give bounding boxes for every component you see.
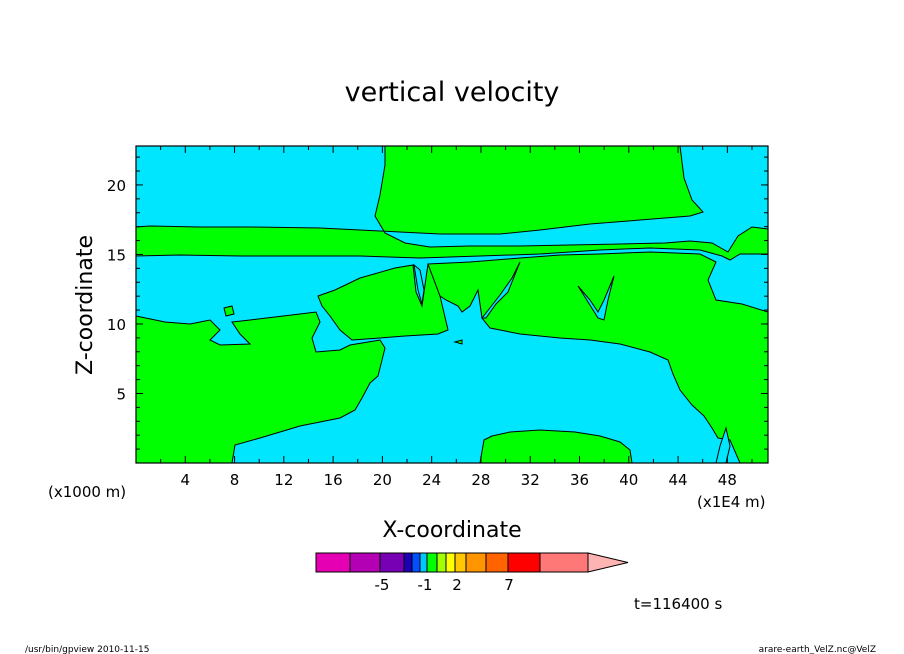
colorbar-cell: [426, 552, 438, 573]
x-axis-title: X-coordinate: [382, 518, 521, 543]
x-tick-label: 12: [274, 471, 293, 489]
x-tick-label: 24: [422, 471, 441, 489]
small-island-left: [223, 305, 235, 317]
middle-right-region: [427, 251, 769, 464]
colorbar-label: 2: [452, 576, 462, 594]
small-island-center: [453, 339, 463, 345]
plot-frame: [135, 145, 769, 464]
colorbar-cell: [507, 552, 541, 573]
x-tick-label: 36: [570, 471, 589, 489]
footer-right: arare-earth_VelZ.nc@VelZ: [759, 645, 876, 654]
colorbar-cell: [445, 552, 456, 573]
lower-left-region: [135, 311, 386, 464]
y-tick-label: 5: [116, 385, 126, 403]
colorbar-cell: [454, 552, 467, 573]
negative-velocity-pockets: [413, 261, 731, 464]
time-label: t=116400 s: [634, 595, 722, 613]
colorbar-cell: [539, 552, 589, 573]
bottom-middle-region: [479, 429, 633, 464]
footer-left: /usr/bin/gpview 2010-11-15: [25, 645, 149, 654]
x-unit-right-label: (x1E4 m): [697, 493, 766, 511]
pocket-1: [480, 261, 521, 319]
y-axis-title: Z-coordinate: [73, 235, 98, 375]
colorbar-cell: [485, 552, 509, 573]
plot-area: [135, 145, 769, 464]
x-tick-label: 48: [718, 471, 737, 489]
colorbar-cell: [465, 552, 487, 573]
colorbar-end-arrow: [587, 552, 629, 573]
x-tick-label: 32: [521, 471, 540, 489]
colorbar-label: 7: [504, 576, 514, 594]
colorbar-cell: [349, 552, 381, 573]
pocket-3: [413, 263, 425, 305]
x-tick-label: 44: [669, 471, 688, 489]
colorbar-labels: -5 -1 2 7: [375, 576, 514, 594]
colorbar-cell: [411, 552, 421, 573]
y-tick-label: 20: [107, 177, 126, 195]
x-tick-label: 8: [230, 471, 240, 489]
colorbar-cell: [379, 552, 405, 573]
x-unit-left-label: (x1000 m): [48, 483, 126, 501]
colorbar-cell: [419, 552, 428, 573]
y-tick-label: 15: [107, 246, 126, 264]
x-tick-label: 20: [373, 471, 392, 489]
y-axis: 5 10 15 20: [107, 156, 768, 450]
pocket-2: [577, 275, 615, 321]
colorbar-cell: [315, 552, 351, 573]
colorbar-cell: [436, 552, 447, 573]
x-axis: 4 8 12 16 20 24 28 32 36 40 44 48: [160, 146, 753, 489]
chart-title: vertical velocity: [345, 77, 560, 108]
upper-positive-region: [135, 145, 769, 261]
x-tick-label: 4: [181, 471, 191, 489]
x-tick-label: 40: [619, 471, 638, 489]
center-positive-region: [317, 263, 449, 341]
y-tick-label: 10: [107, 316, 126, 334]
colorbar-cell: [403, 552, 413, 573]
x-tick-label: 16: [324, 471, 343, 489]
positive-velocity-regions: [135, 145, 769, 464]
colorbar-label: -1: [418, 576, 433, 594]
colorbar-label: -5: [375, 576, 390, 594]
colorbar: [315, 552, 629, 573]
x-tick-label: 28: [471, 471, 490, 489]
